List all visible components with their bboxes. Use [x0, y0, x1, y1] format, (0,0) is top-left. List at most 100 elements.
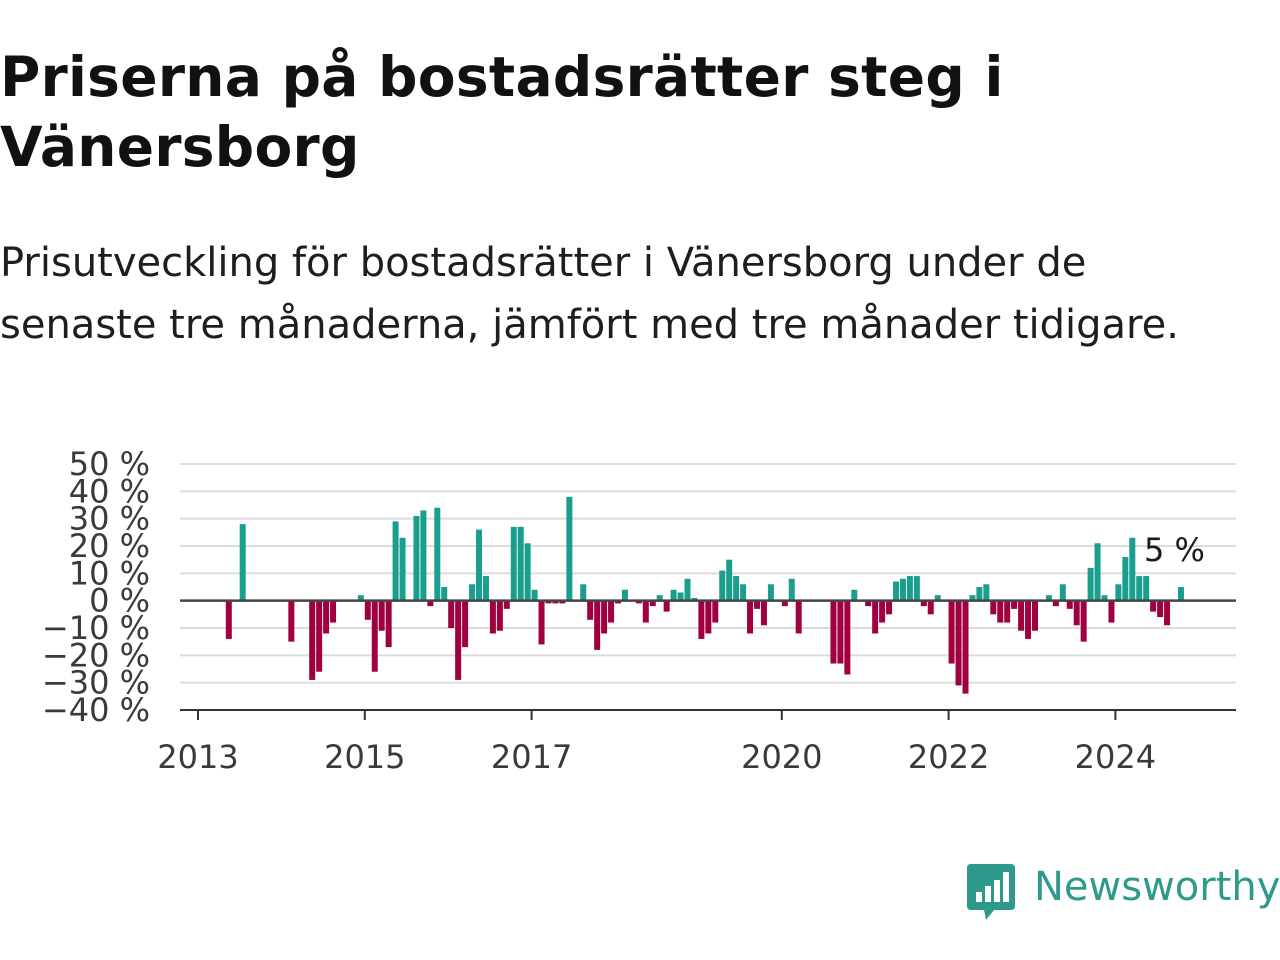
bar — [844, 600, 851, 675]
bar — [1122, 556, 1129, 601]
chart-title: Priserna på bostadsrätter steg i Vänersb… — [0, 45, 1004, 179]
bar — [642, 600, 649, 623]
bar — [1101, 595, 1108, 601]
newsworthy-brand: Newsworthy — [964, 862, 1280, 926]
bar — [441, 587, 448, 601]
bar — [899, 578, 906, 601]
bar — [524, 543, 531, 601]
bar — [795, 600, 802, 634]
bar — [955, 600, 962, 686]
bar — [608, 600, 615, 623]
bar — [1164, 600, 1171, 626]
bar — [934, 595, 941, 601]
y-tick-label: −20 % — [42, 636, 150, 674]
bar — [719, 570, 726, 601]
bar — [364, 600, 371, 620]
bar — [385, 600, 392, 648]
bar — [594, 600, 601, 650]
bar — [587, 600, 594, 620]
bar — [621, 589, 628, 601]
bar — [489, 600, 496, 634]
x-tick-label: 2020 — [741, 738, 822, 776]
bar — [893, 581, 899, 601]
x-tick-label: 2017 — [491, 738, 572, 776]
bar — [545, 600, 552, 604]
bar — [392, 521, 399, 601]
bar — [684, 578, 691, 601]
bar — [1177, 587, 1184, 601]
bar — [920, 600, 927, 607]
bar — [455, 600, 462, 680]
y-tick-label: 50 % — [69, 445, 150, 483]
bar — [323, 600, 330, 634]
y-tick-label: −10 % — [42, 609, 150, 647]
bar — [754, 600, 760, 609]
bar — [635, 600, 642, 604]
bar — [990, 600, 997, 615]
bar — [316, 600, 323, 672]
bar — [1059, 584, 1066, 601]
bar — [830, 600, 837, 664]
bar — [420, 510, 427, 601]
y-axis-labels: 50 %40 %30 %20 %10 %0 %−10 %−20 %−30 %−4… — [42, 445, 150, 729]
bar — [427, 600, 434, 607]
bar — [1136, 576, 1143, 601]
bar — [698, 600, 705, 639]
bar — [448, 600, 455, 628]
bar — [1108, 600, 1115, 623]
bar — [503, 600, 510, 609]
bar — [552, 600, 559, 604]
bar — [1018, 600, 1025, 631]
bar — [566, 496, 573, 601]
bar — [517, 526, 524, 601]
bar — [781, 600, 788, 607]
bar — [927, 600, 934, 615]
bar — [663, 600, 670, 612]
bar — [399, 537, 406, 601]
bar — [983, 584, 990, 601]
x-axis-labels: 2013 2015 2017 2020 2022 2024 — [157, 710, 1156, 776]
x-tick-label: 2015 — [324, 738, 405, 776]
bar — [288, 600, 295, 642]
bar — [601, 600, 608, 634]
bar — [1094, 543, 1101, 601]
bar — [1150, 600, 1157, 612]
last-value-label: 5 % — [1144, 531, 1205, 569]
bar — [1115, 584, 1122, 601]
bar — [726, 559, 733, 601]
bar — [913, 576, 920, 601]
bar — [1157, 600, 1164, 618]
bar — [371, 600, 378, 672]
bar — [969, 595, 976, 601]
chart-subtitle: Prisutveckling för bostadsrätter i Väner… — [0, 240, 1179, 348]
bar — [733, 576, 740, 601]
bar — [1052, 600, 1059, 607]
bar — [851, 589, 858, 601]
bar — [378, 600, 385, 631]
bar — [976, 587, 983, 601]
x-tick-label: 2013 — [157, 738, 238, 776]
bar — [496, 600, 503, 631]
bar — [656, 595, 663, 601]
y-tick-label: 20 % — [69, 527, 150, 565]
bar — [740, 584, 747, 601]
y-tick-label: 10 % — [69, 554, 150, 592]
bar — [872, 600, 879, 634]
bar — [886, 600, 893, 615]
bar — [879, 600, 886, 623]
gridlines — [180, 463, 1236, 711]
bar — [948, 600, 955, 664]
bar — [865, 600, 872, 607]
bar — [225, 600, 232, 639]
bar — [330, 600, 337, 623]
bar — [531, 589, 538, 601]
bar — [1080, 600, 1087, 642]
brand-name: Newsworthy — [1034, 864, 1280, 910]
y-tick-label: 40 % — [69, 472, 150, 510]
bar — [1066, 600, 1073, 609]
y-tick-label: −30 % — [42, 664, 150, 702]
bar — [691, 597, 698, 601]
bar — [482, 576, 489, 601]
bar — [434, 507, 441, 601]
bar — [649, 600, 656, 607]
